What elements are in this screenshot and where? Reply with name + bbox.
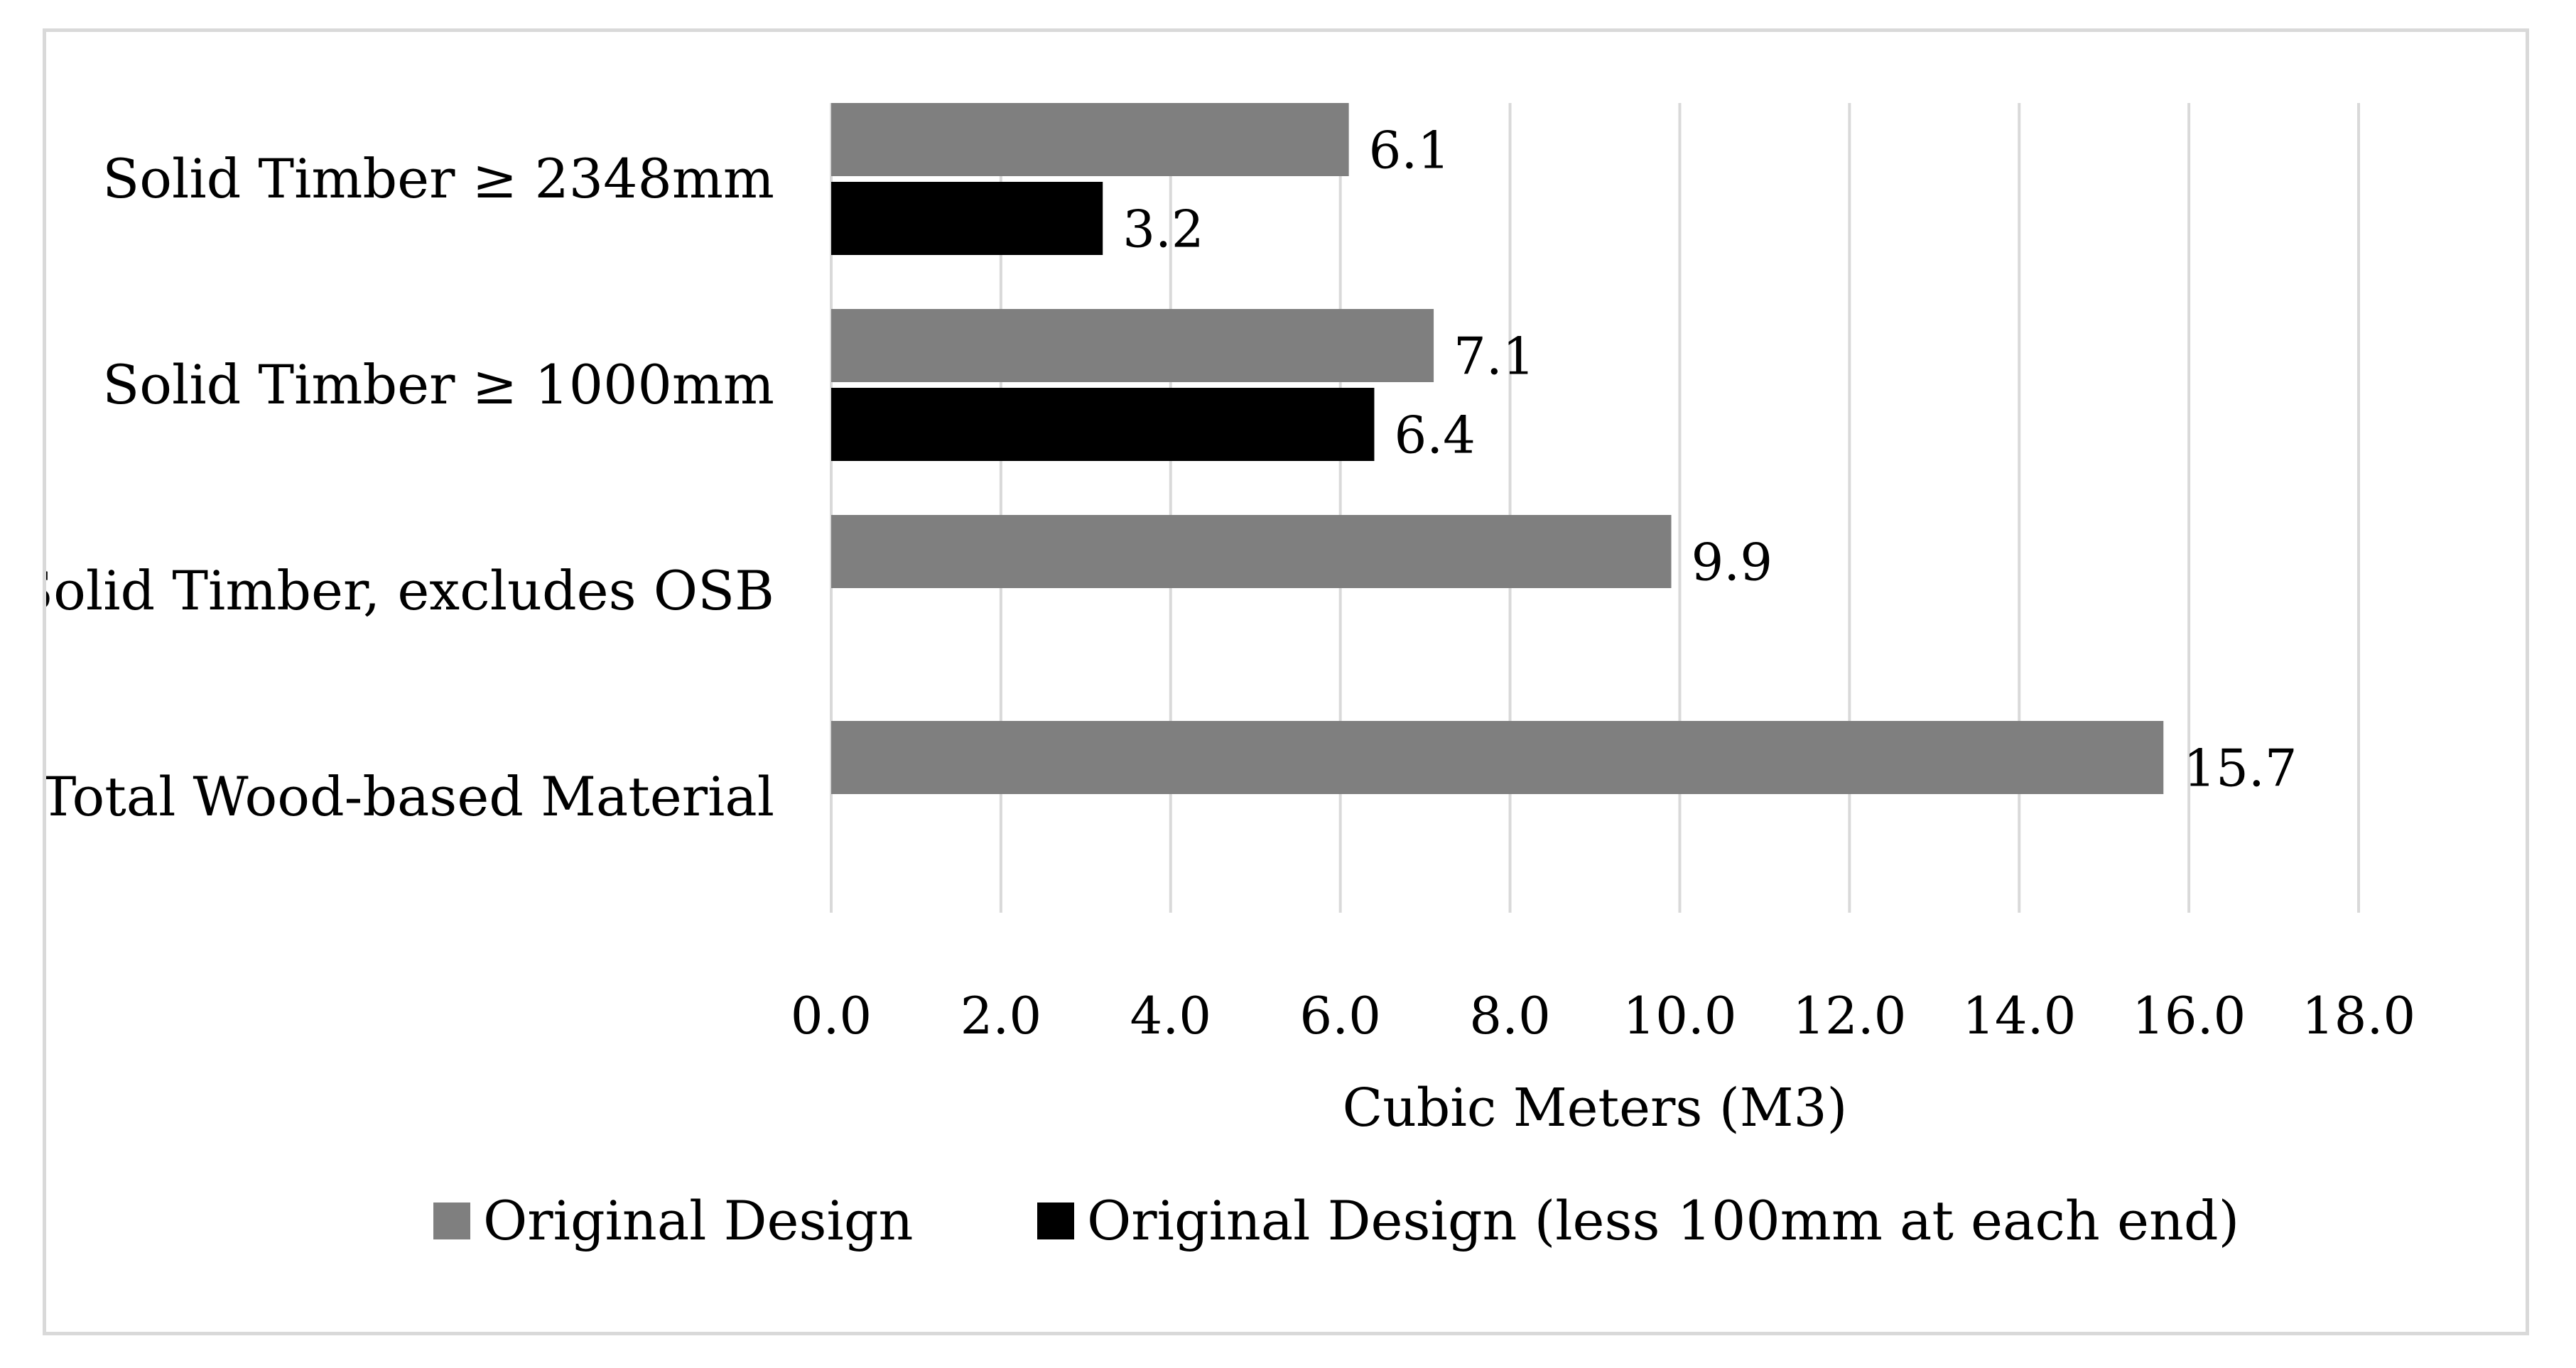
legend-label: Original Design — [483, 1189, 913, 1252]
bar — [831, 388, 1375, 461]
label-layer: Solid Timber ≥ 2348mm 6.1 3.2 Solid Timber … — [46, 121, 2298, 829]
data-label: 15.7 — [2183, 739, 2297, 798]
data-label: 7.1 — [1454, 327, 1535, 386]
chart-svg: Solid Timber ≥ 2348mm 6.1 3.2 Solid Timber … — [46, 103, 2415, 1252]
legend-swatch — [433, 1203, 470, 1239]
data-label: 6.1 — [1369, 121, 1451, 180]
data-label: 3.2 — [1122, 200, 1204, 259]
bar — [831, 103, 1349, 176]
legend-label: Original Design (less 100mm at each end) — [1087, 1189, 2239, 1252]
legend: Original Design Original Design (less 100… — [433, 1189, 2239, 1252]
bar — [831, 515, 1672, 588]
x-tick-label: 10.0 — [1623, 986, 1736, 1046]
x-tick-label: 12.0 — [1792, 986, 1906, 1046]
x-tick-label: 2.0 — [960, 986, 1042, 1046]
data-label: 9.9 — [1692, 533, 1773, 592]
x-axis-title: Cubic Meters (M3) — [1343, 1077, 1848, 1139]
legend-swatch — [1037, 1203, 1074, 1239]
chart-frame: Solid Timber ≥ 2348mm 6.1 3.2 Solid Timber … — [43, 28, 2529, 1335]
x-tick-label: 4.0 — [1130, 986, 1212, 1046]
axis-layer: Cubic Meters (M3) 0.0 2.0 4.0 6.0 8.0 10.0 12.… — [791, 986, 2415, 1139]
x-tick-label: 18.0 — [2302, 986, 2415, 1046]
x-tick-label: 0.0 — [791, 986, 872, 1046]
category-label: Solid Timber ≥ 2348mm — [102, 147, 774, 210]
x-tick-label: 6.0 — [1299, 986, 1381, 1046]
category-label: Solid Timber ≥ 1000mm — [102, 353, 774, 416]
x-tick-label: 8.0 — [1469, 986, 1551, 1046]
bar — [831, 309, 1434, 382]
x-tick-label: 14.0 — [1962, 986, 2076, 1046]
x-tick-label: 16.0 — [2132, 986, 2246, 1046]
category-label: Solid Timber, excludes OSB — [46, 559, 774, 622]
bar — [831, 182, 1103, 255]
category-label: Total Wood-based Material — [46, 765, 774, 828]
bar — [831, 721, 2164, 794]
data-label: 6.4 — [1394, 406, 1476, 465]
bar-layer — [831, 103, 2164, 794]
